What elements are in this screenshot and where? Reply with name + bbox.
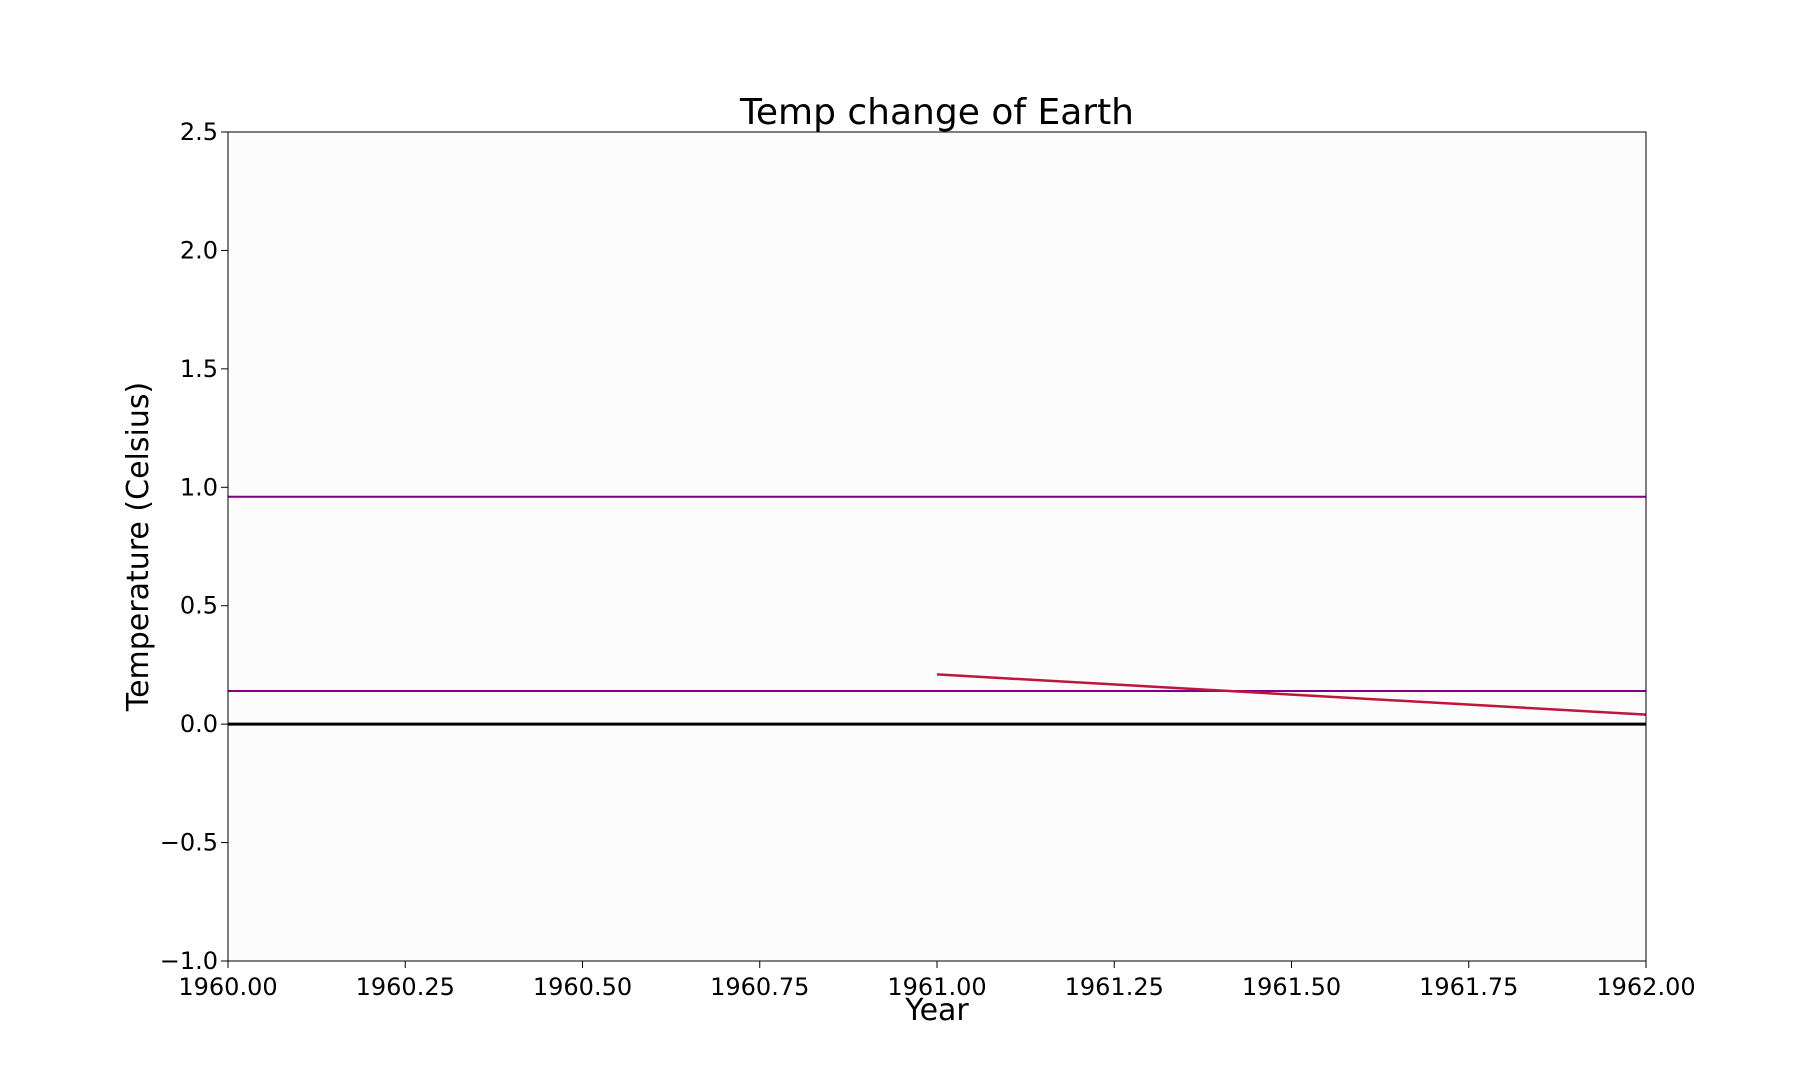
y-tick-label: 1.0 (180, 473, 218, 501)
y-tick-label: −1.0 (160, 947, 218, 975)
y-axis-label: Temperature (Celsius) (121, 382, 156, 712)
y-tick-label: 0.5 (180, 592, 218, 620)
x-axis-ticks: 1960.00 1960.25 1960.50 1960.75 1961.00 1961.… (178, 961, 1696, 1001)
series-line-0 (936, 673, 1647, 716)
y-tick-label: 2.0 (180, 236, 218, 264)
y-tick-label: 1.5 (180, 355, 218, 383)
x-tick-label: 1960.75 (710, 973, 809, 1001)
y-tick-label: 2.5 (180, 118, 218, 146)
x-tick-label: 1960.50 (533, 973, 632, 1001)
x-tick-label: 1961.25 (1065, 973, 1164, 1001)
x-tick-label: 1961.00 (887, 973, 986, 1001)
y-axis-ticks: −1.0 −0.5 0.0 0.5 1.0 1.5 2.0 2.5 (160, 118, 228, 975)
series-layer (936, 673, 1647, 716)
y-tick-label: 0.0 (180, 710, 218, 738)
x-tick-label: 1961.75 (1419, 973, 1518, 1001)
x-tick-label: 1960.25 (356, 973, 455, 1001)
x-tick-label: 1961.50 (1242, 973, 1341, 1001)
y-tick-label: −0.5 (160, 829, 218, 857)
x-axis-label: Year (904, 993, 969, 1028)
x-tick-label: 1962.00 (1596, 973, 1695, 1001)
chart-title: Temp change of Earth (739, 92, 1134, 133)
plot-area (228, 132, 1646, 961)
x-tick-label: 1960.00 (178, 973, 277, 1001)
reference-lines (228, 495, 1646, 726)
